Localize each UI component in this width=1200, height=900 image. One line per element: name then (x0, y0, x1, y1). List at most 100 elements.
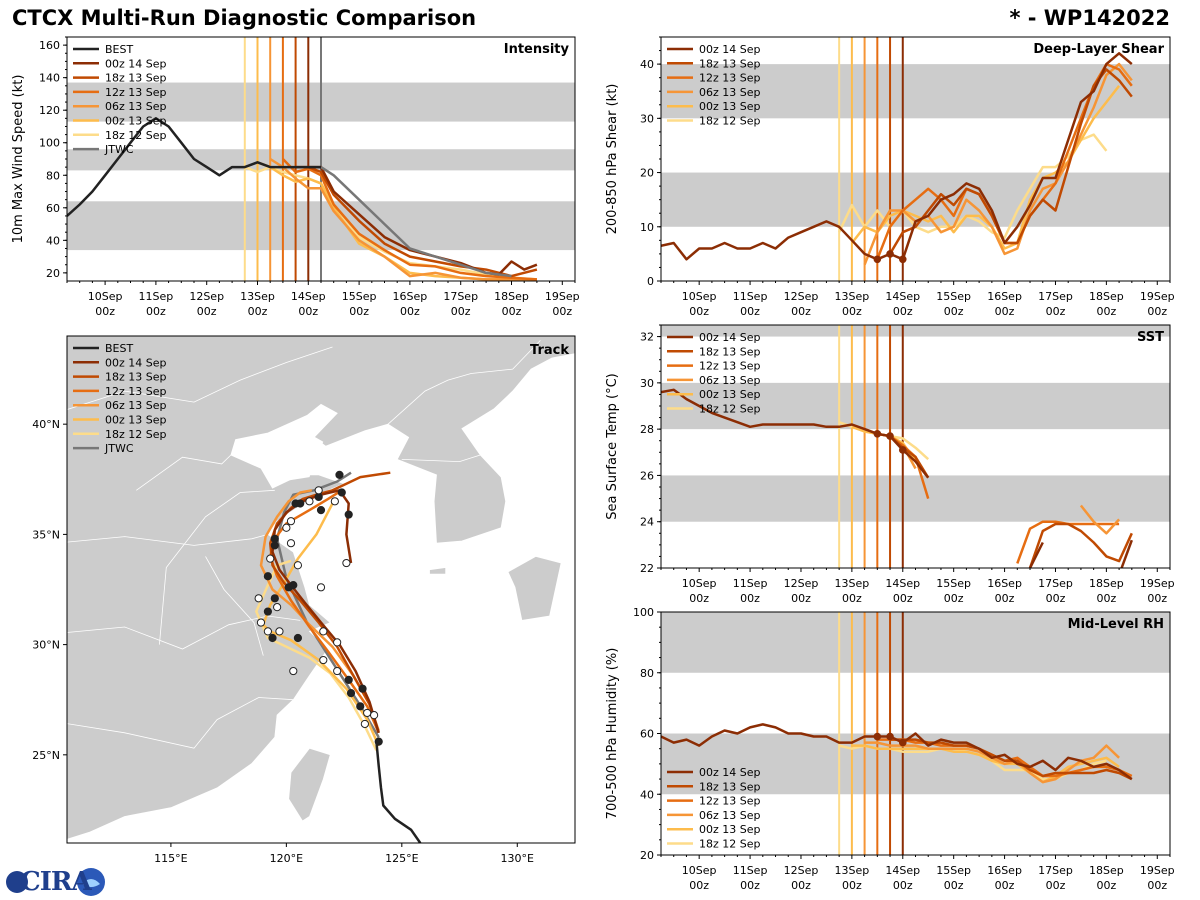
x-tick-label: 00z (1096, 305, 1116, 318)
x-tick-label: 00z (995, 879, 1015, 892)
x-tick-label: 17Sep (443, 290, 478, 303)
x-tick-label: 00z (552, 305, 572, 318)
y-tick-label: 22 (640, 562, 654, 575)
x-tick-label: 00z (893, 592, 913, 605)
track-marker (319, 627, 328, 636)
legend-label: 12z 13 Sep (699, 72, 761, 85)
x-tick-label: 15Sep (936, 864, 971, 877)
logo-graphic (6, 868, 105, 896)
y-tick-label: 24 (640, 516, 654, 529)
track-marker (346, 689, 356, 698)
x-tick-label: 00z (842, 879, 862, 892)
track-marker (305, 497, 314, 506)
legend-label: JTWC (104, 143, 134, 156)
track-marker (296, 499, 305, 508)
y-axis-label: 10m Max Wind Speed (kt) (11, 75, 26, 244)
y-tick-label: 35°N (32, 528, 60, 541)
track-marker (289, 580, 298, 590)
panel-rh: 20 40 60 80 100 10Sep 00z 11Sep 00z 12Sep 00z 13Sep… (605, 606, 1175, 892)
track-marker (273, 603, 282, 612)
legend-label: JTWC (104, 442, 134, 455)
legend-label: BEST (105, 43, 133, 56)
x-tick-label: 00z (1046, 592, 1066, 605)
track-marker (263, 572, 272, 581)
series-line (1028, 522, 1133, 568)
y-tick-label: 26 (640, 469, 654, 482)
x-tick-label: 14Sep (885, 864, 920, 877)
y-tick-label: 40 (46, 234, 60, 247)
x-tick-label: 00z (689, 879, 709, 892)
track-marker (333, 638, 342, 647)
page-title: CTCX Multi-Run Diagnostic Comparison (12, 6, 477, 30)
track-marker (286, 517, 296, 526)
y-tick-label: 80 (46, 169, 60, 182)
x-tick-label: 13Sep (835, 864, 870, 877)
y-tick-label: 100 (39, 137, 60, 150)
x-tick-label: 00z (248, 305, 268, 318)
x-tick-label: 12Sep (189, 290, 224, 303)
x-tick-label: 00z (197, 305, 217, 318)
track-marker (314, 486, 323, 495)
x-tick-label: 19Sep (1140, 577, 1175, 590)
series-line (661, 723, 1133, 781)
series-line (295, 165, 538, 278)
x-tick-label: 00z (944, 592, 964, 605)
x-tick-label: 00z (1147, 592, 1167, 605)
y-axis-label: 700-500 hPa Humidity (%) (605, 648, 620, 820)
track-marker (289, 666, 298, 676)
y-tick-label: 30 (640, 112, 654, 125)
x-tick-label: 00z (893, 879, 913, 892)
x-tick-label: 00z (791, 879, 811, 892)
legend-label: 00z 13 Sep (105, 414, 167, 427)
x-tick-label: 00z (1096, 879, 1116, 892)
panel-title: Deep-Layer Shear (1033, 42, 1164, 57)
axes-frame (66, 335, 576, 844)
legend-label: 18z 13 Sep (699, 57, 761, 70)
x-tick-label: 00z (893, 305, 913, 318)
x-tick-label: 14Sep (885, 577, 920, 590)
series-line (269, 157, 537, 281)
legend-label: 18z 12 Sep (105, 428, 167, 441)
y-tick-label: 60 (46, 202, 60, 215)
cira-logo: CIRA (4, 866, 106, 898)
track-marker (266, 554, 275, 563)
legend-label: 00z 14 Sep (105, 356, 167, 369)
taiwan (288, 747, 331, 822)
track-marker (316, 583, 326, 592)
legend-label: 18z 13 Sep (699, 780, 761, 793)
track-marker (263, 627, 272, 636)
plot-area (661, 37, 1170, 281)
track-marker (344, 510, 353, 519)
track-marker (370, 711, 379, 720)
track-marker (374, 737, 383, 746)
series-line (282, 158, 537, 281)
x-tick-label: 10Sep (88, 290, 123, 303)
y-tick-label: 40 (640, 58, 654, 71)
x-tick-label: 18Sep (1089, 864, 1124, 877)
legend-label: 18z 12 Sep (105, 129, 167, 142)
track-marker (268, 633, 277, 643)
x-tick-label: 17Sep (1038, 290, 1073, 303)
series-marker (873, 429, 882, 438)
x-tick-label: 00z (740, 305, 760, 318)
series-marker (898, 255, 907, 264)
legend-label: 00z 14 Sep (699, 331, 761, 344)
y-tick-label: 80 (640, 667, 654, 680)
y-tick-label: 60 (640, 728, 654, 741)
legend-label: 00z 14 Sep (699, 766, 761, 779)
series-marker (873, 255, 882, 264)
x-tick-label: 12Sep (784, 577, 819, 590)
x-tick-label: 00z (842, 592, 862, 605)
plot-area (661, 325, 1170, 568)
track-marker (293, 561, 303, 570)
x-tick-label: 00z (842, 305, 862, 318)
legend-label: 06z 13 Sep (699, 86, 761, 99)
track-marker (356, 702, 365, 711)
x-tick-label: 130°E (501, 852, 534, 865)
x-tick-label: 00z (944, 305, 964, 318)
track-marker (337, 488, 346, 497)
legend-label: 00z 13 Sep (699, 823, 761, 836)
